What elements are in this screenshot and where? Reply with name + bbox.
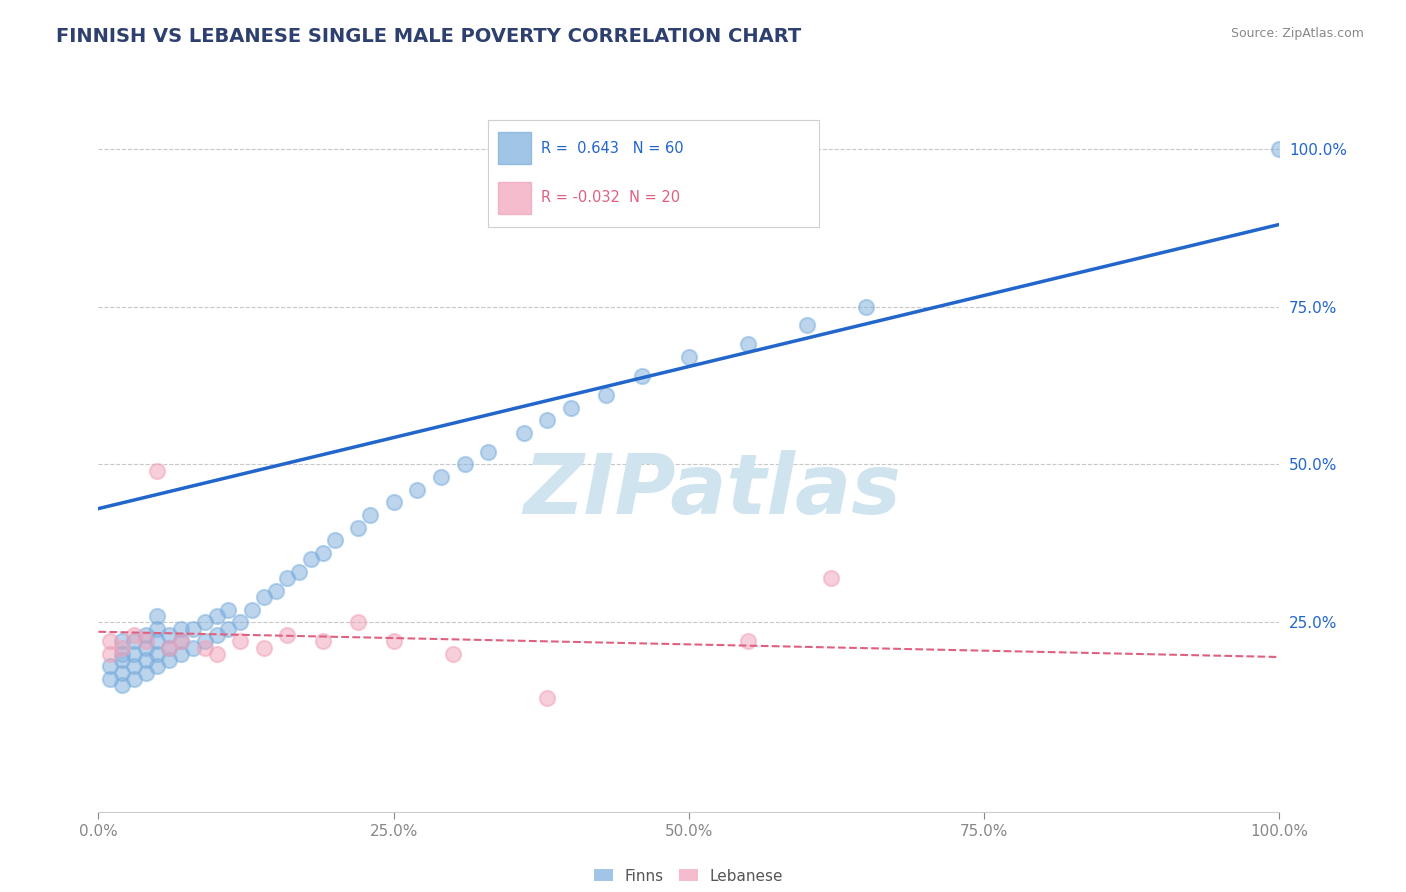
Point <box>122 672 145 686</box>
Point <box>146 609 169 624</box>
Point <box>170 634 193 648</box>
Point <box>157 628 180 642</box>
Point <box>146 647 169 661</box>
Point <box>1268 142 1291 156</box>
Point <box>135 665 157 680</box>
Point <box>122 634 145 648</box>
Point <box>122 628 145 642</box>
Point <box>323 533 346 548</box>
Point <box>181 640 204 655</box>
Point <box>347 615 370 630</box>
Point <box>299 552 322 566</box>
Point <box>382 495 405 509</box>
Point <box>630 369 652 384</box>
Point <box>855 300 877 314</box>
Point <box>194 634 217 648</box>
Point <box>217 622 239 636</box>
Point <box>157 640 180 655</box>
Point <box>253 590 276 604</box>
Point <box>217 602 239 616</box>
Point <box>276 628 298 642</box>
Point <box>382 634 405 648</box>
Point <box>536 691 558 706</box>
Point <box>181 622 204 636</box>
Point <box>312 546 335 560</box>
Point <box>98 659 121 673</box>
Point <box>146 464 169 478</box>
Point <box>264 583 287 598</box>
Point <box>170 634 193 648</box>
Point <box>157 640 180 655</box>
Point <box>430 470 453 484</box>
Point <box>205 647 228 661</box>
Point <box>240 602 263 616</box>
Point <box>205 628 228 642</box>
Point <box>359 508 381 522</box>
Point <box>170 647 193 661</box>
Point <box>157 653 180 667</box>
Point <box>288 565 311 579</box>
Point <box>441 647 464 661</box>
Point <box>312 634 335 648</box>
Point <box>194 640 217 655</box>
Point <box>98 672 121 686</box>
Point <box>560 401 582 415</box>
Point <box>595 388 617 402</box>
Point <box>111 634 134 648</box>
Point <box>111 678 134 692</box>
Point <box>146 634 169 648</box>
Point <box>98 634 121 648</box>
Point <box>194 615 217 630</box>
Point <box>347 520 370 534</box>
Point <box>737 634 759 648</box>
Point <box>146 659 169 673</box>
Point <box>406 483 429 497</box>
Point <box>111 640 134 655</box>
Point <box>820 571 842 585</box>
Point <box>111 647 134 661</box>
Point <box>135 628 157 642</box>
Text: ZIPatlas: ZIPatlas <box>523 450 901 531</box>
Point <box>253 640 276 655</box>
Point <box>512 425 534 440</box>
Point <box>477 444 499 458</box>
Point <box>122 647 145 661</box>
Point <box>276 571 298 585</box>
Point <box>98 647 121 661</box>
Point <box>536 413 558 427</box>
Text: Source: ZipAtlas.com: Source: ZipAtlas.com <box>1230 27 1364 40</box>
Point <box>111 665 134 680</box>
Point <box>135 653 157 667</box>
Point <box>678 350 700 364</box>
Point <box>737 337 759 351</box>
Point <box>122 659 145 673</box>
Point <box>453 458 475 472</box>
Point <box>111 653 134 667</box>
Point <box>146 622 169 636</box>
Point <box>205 609 228 624</box>
Point <box>135 634 157 648</box>
Point <box>796 318 818 333</box>
Point <box>229 634 252 648</box>
Text: FINNISH VS LEBANESE SINGLE MALE POVERTY CORRELATION CHART: FINNISH VS LEBANESE SINGLE MALE POVERTY … <box>56 27 801 45</box>
Legend: Finns, Lebanese: Finns, Lebanese <box>588 863 790 889</box>
Point <box>135 640 157 655</box>
Point <box>229 615 252 630</box>
Point <box>170 622 193 636</box>
